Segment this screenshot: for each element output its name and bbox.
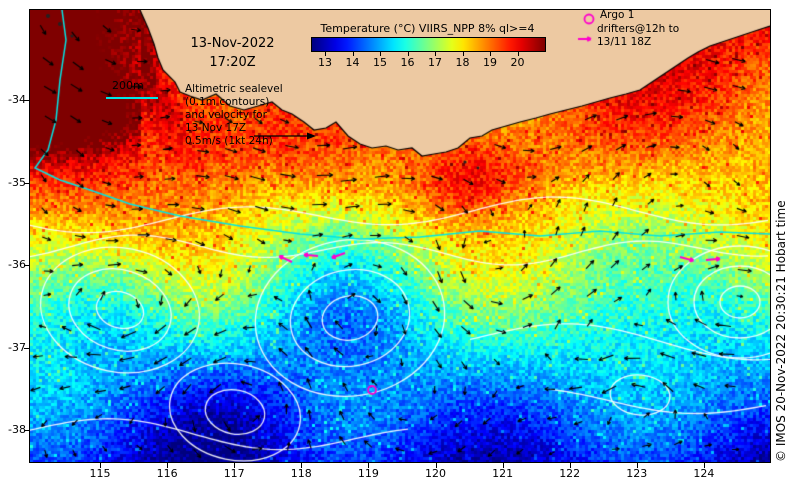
y-tick-label: -37 bbox=[8, 340, 26, 354]
sst-map-canvas bbox=[30, 10, 770, 462]
x-tick-mark bbox=[569, 463, 571, 468]
colorbar-tick-mark bbox=[352, 52, 354, 56]
colorbar-tick-marks bbox=[311, 52, 546, 56]
x-tick-mark bbox=[301, 463, 303, 468]
y-tick-mark bbox=[24, 265, 29, 266]
y-tick-label: -38 bbox=[8, 423, 26, 436]
y-tick-mark bbox=[24, 430, 29, 431]
x-tick-label: 117 bbox=[223, 467, 245, 480]
velocity-scale-arrow bbox=[254, 132, 316, 140]
colorbar-tick-label: 16 bbox=[400, 56, 415, 69]
y-tick-label: -35 bbox=[8, 175, 26, 189]
altimetry-note-line: Altimetric sealevel bbox=[185, 83, 283, 95]
y-tick-mark bbox=[24, 100, 29, 101]
colorbar-tick-label: 18 bbox=[455, 56, 470, 69]
x-tick-mark bbox=[435, 463, 437, 468]
colorbar-tick-label: 14 bbox=[345, 56, 360, 69]
x-tick-label: 115 bbox=[89, 467, 111, 480]
colorbar-tick-label: 13 bbox=[318, 56, 332, 69]
altimetry-note-line: 13 Nov 17Z bbox=[185, 122, 247, 134]
x-tick-label: 120 bbox=[425, 467, 446, 480]
colorbar-title: Temperature (°C) VIIRS_NPP 8% ql>=4 bbox=[320, 22, 535, 35]
colorbar-tick-mark bbox=[462, 52, 464, 56]
x-tick-label: 122 bbox=[559, 467, 581, 480]
observation-time: 17:20Z bbox=[209, 55, 256, 70]
colorbar-tick-label: 15 bbox=[373, 56, 387, 69]
colorbar-tick-mark bbox=[325, 52, 326, 56]
x-tick-mark bbox=[100, 463, 101, 468]
bathymetry-200m-label: 200m bbox=[112, 79, 144, 92]
x-tick-label: 123 bbox=[626, 467, 648, 480]
observation-date: 13-Nov-2022 bbox=[190, 36, 275, 51]
y-tick-label: -36 bbox=[8, 258, 26, 271]
altimetry-note-line: and velocity for bbox=[185, 109, 267, 121]
x-tick-label: 121 bbox=[492, 467, 514, 480]
x-tick-label: 116 bbox=[156, 467, 178, 480]
x-tick-mark bbox=[234, 463, 236, 468]
drifters-label-line2: 13/11 18Z bbox=[597, 36, 652, 48]
x-tick-mark bbox=[502, 463, 504, 468]
x-tick-mark bbox=[703, 463, 705, 468]
colorbar-tick-mark bbox=[380, 52, 381, 56]
colorbar-tick-mark bbox=[517, 52, 519, 56]
y-tick-label: -34 bbox=[8, 93, 26, 106]
y-tick-mark bbox=[24, 347, 29, 349]
x-tick-mark bbox=[368, 463, 370, 468]
imos-credit: © IMOS 20-Nov-2022 20:30:21 Hobart time bbox=[774, 200, 788, 462]
x-tick-mark bbox=[636, 463, 638, 468]
x-tick-label: 118 bbox=[290, 467, 312, 480]
colorbar-tick-mark bbox=[407, 52, 409, 56]
colorbar-tick-mark bbox=[435, 52, 436, 56]
drifters-label-line1: drifters@12h to bbox=[597, 23, 680, 35]
x-tick-label: 124 bbox=[693, 467, 715, 480]
y-tick-mark bbox=[24, 182, 29, 184]
x-tick-mark bbox=[167, 463, 169, 468]
colorbar-gradient bbox=[311, 37, 546, 52]
colorbar-tick-label: 19 bbox=[483, 56, 497, 69]
bathymetry-sample-line bbox=[106, 97, 158, 99]
colorbar-tick-labels: 13 14 15 16 17 18 19 20 bbox=[311, 56, 546, 69]
colorbar-tick-label: 17 bbox=[428, 56, 442, 69]
argo-marker-label: Argo 1 bbox=[600, 9, 635, 21]
x-tick-label: 119 bbox=[357, 467, 379, 480]
velocity-scale-label: 0.5m/s (1kt 24h) bbox=[185, 135, 273, 147]
colorbar-tick-mark bbox=[490, 52, 491, 56]
altimetry-note-line: (0.1m contours) bbox=[185, 96, 270, 108]
colorbar-tick-label: 20 bbox=[510, 56, 525, 69]
